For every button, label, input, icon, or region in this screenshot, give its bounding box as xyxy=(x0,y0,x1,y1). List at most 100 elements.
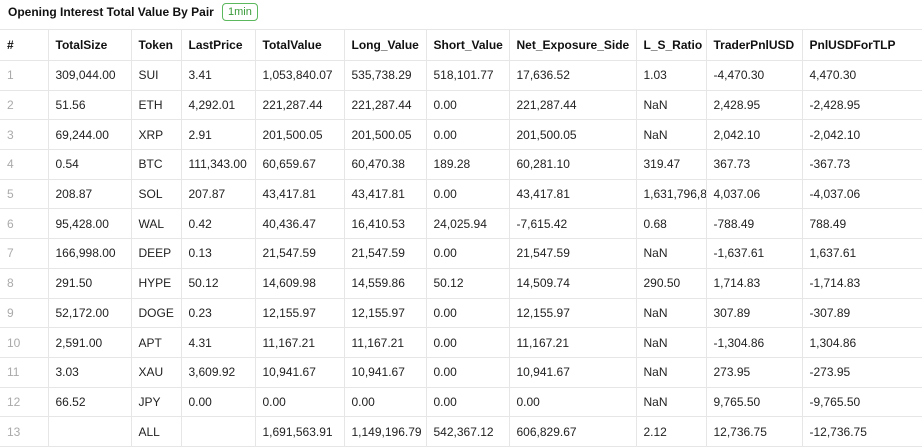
table-cell: NaN xyxy=(635,89,707,121)
row-index: 9 xyxy=(0,297,49,329)
table-cell xyxy=(47,416,132,447)
interval-badge[interactable]: 1min xyxy=(222,3,258,21)
table-cell: -273.95 xyxy=(801,356,922,388)
table-cell: 24,025.94 xyxy=(425,208,510,240)
table-cell: -788.49 xyxy=(705,208,803,240)
table-cell: 166,998.00 xyxy=(47,238,132,269)
table-cell: 201,500.05 xyxy=(343,119,427,151)
table-cell: NaN xyxy=(635,356,707,388)
table-row: 10 2,591.00 APT 4.31 11,167.21 11,167.21 0.00 1… xyxy=(0,327,922,358)
table-cell: -1,637.61 xyxy=(705,238,803,269)
table-cell: 1,691,563.91 xyxy=(254,416,345,447)
table-cell: -12,736.75 xyxy=(801,416,922,447)
table-cell: -9,765.50 xyxy=(801,386,922,418)
table-cell: JPY xyxy=(130,386,182,418)
table-cell: 319.47 xyxy=(635,149,707,180)
table-row: 11 3.03 XAU 3,609.92 10,941.67 10,941.67 0.00 1… xyxy=(0,356,922,388)
table-cell: 12,736.75 xyxy=(705,416,803,447)
table-cell: 0.00 xyxy=(254,386,345,418)
table-cell: 0.00 xyxy=(425,238,510,269)
table-cell: -4,037.06 xyxy=(801,178,922,210)
column-header: TotalSize xyxy=(47,29,132,61)
table-cell: 17,636.52 xyxy=(508,60,637,91)
table-cell: 201,500.05 xyxy=(508,119,637,151)
table-cell: 201,500.05 xyxy=(254,119,345,151)
table-cell: 14,559.86 xyxy=(343,267,427,299)
row-index: 1 xyxy=(0,60,49,91)
column-header: L_S_Ratio xyxy=(635,29,707,61)
table-cell: 3.03 xyxy=(47,356,132,388)
row-index: 4 xyxy=(0,149,49,180)
row-index: 5 xyxy=(0,178,49,210)
table-cell: 307.89 xyxy=(705,297,803,329)
table-cell: 11,167.21 xyxy=(254,327,345,358)
table-cell: 0.00 xyxy=(508,386,637,418)
table-cell: 0.00 xyxy=(343,386,427,418)
table-cell: 10,941.67 xyxy=(508,356,637,388)
table-cell: 0.00 xyxy=(425,89,510,121)
table-cell: 3,609.92 xyxy=(180,356,256,388)
table-cell: 221,287.44 xyxy=(508,89,637,121)
table-cell: -4,470.30 xyxy=(705,60,803,91)
table-cell: NaN xyxy=(635,238,707,269)
table-cell: 208.87 xyxy=(47,178,132,210)
table-cell: 43,417.81 xyxy=(254,178,345,210)
row-index: 3 xyxy=(0,119,49,151)
table-cell: NaN xyxy=(635,119,707,151)
table-cell: 10,941.67 xyxy=(254,356,345,388)
table-cell: 1,637.61 xyxy=(801,238,922,269)
table-cell: -7,615.42 xyxy=(508,208,637,240)
table-cell: 0.42 xyxy=(180,208,256,240)
table-cell: 1.03 xyxy=(635,60,707,91)
table-cell: 290.50 xyxy=(635,267,707,299)
table-cell: 1,304.86 xyxy=(801,327,922,358)
table-cell: 16,410.53 xyxy=(343,208,427,240)
table-cell: 50.12 xyxy=(425,267,510,299)
table-cell: 12,155.97 xyxy=(254,297,345,329)
table-cell: -1,304.86 xyxy=(705,327,803,358)
table-cell: 273.95 xyxy=(705,356,803,388)
table-cell: -2,428.95 xyxy=(801,89,922,121)
table-cell: ETH xyxy=(130,89,182,121)
row-index: 12 xyxy=(0,386,49,418)
table-cell: 1,053,840.07 xyxy=(254,60,345,91)
table-cell: 60,470.38 xyxy=(343,149,427,180)
table-cell: DOGE xyxy=(130,297,182,329)
table-cell: 111,343.00 xyxy=(180,149,256,180)
column-header: TotalValue xyxy=(254,29,345,61)
table-cell: 4,292.01 xyxy=(180,89,256,121)
table-row: 1 309,044.00 SUI 3.41 1,053,840.07 535,738.29… xyxy=(0,60,922,91)
table-cell: 0.00 xyxy=(425,356,510,388)
table-cell: 0.00 xyxy=(180,386,256,418)
table-cell: 40,436.47 xyxy=(254,208,345,240)
table-body: 1 309,044.00 SUI 3.41 1,053,840.07 535,738.29… xyxy=(0,60,922,447)
table-cell: -2,042.10 xyxy=(801,119,922,151)
title: Opening Interest Total Value By Pair xyxy=(8,5,214,19)
table-cell: -1,714.83 xyxy=(801,267,922,299)
table-cell: WAL xyxy=(130,208,182,240)
table-cell: BTC xyxy=(130,149,182,180)
table-cell: 11,167.21 xyxy=(508,327,637,358)
row-index: 6 xyxy=(0,208,49,240)
table-cell: 189.28 xyxy=(425,149,510,180)
table-cell: -367.73 xyxy=(801,149,922,180)
column-header: Net_Exposure_Side xyxy=(508,29,637,61)
table-cell: 535,738.29 xyxy=(343,60,427,91)
table-cell: 0.68 xyxy=(635,208,707,240)
table-cell: NaN xyxy=(635,297,707,329)
pair-table: # TotalSize Token LastPrice TotalValue Long_V… xyxy=(0,29,922,447)
column-header: Short_Value xyxy=(425,29,510,61)
table-cell: 291.50 xyxy=(47,267,132,299)
table-cell: 14,509.74 xyxy=(508,267,637,299)
table-cell: SOL xyxy=(130,178,182,210)
table-cell: 12,155.97 xyxy=(508,297,637,329)
table-cell: 43,417.81 xyxy=(508,178,637,210)
table-cell: 21,547.59 xyxy=(343,238,427,269)
row-index: 13 xyxy=(0,416,49,447)
table-cell: XAU xyxy=(130,356,182,388)
table-cell: 0.00 xyxy=(425,178,510,210)
table-cell: 4,037.06 xyxy=(705,178,803,210)
table-cell: 2,591.00 xyxy=(47,327,132,358)
header: Opening Interest Total Value By Pair 1mi… xyxy=(0,0,922,29)
